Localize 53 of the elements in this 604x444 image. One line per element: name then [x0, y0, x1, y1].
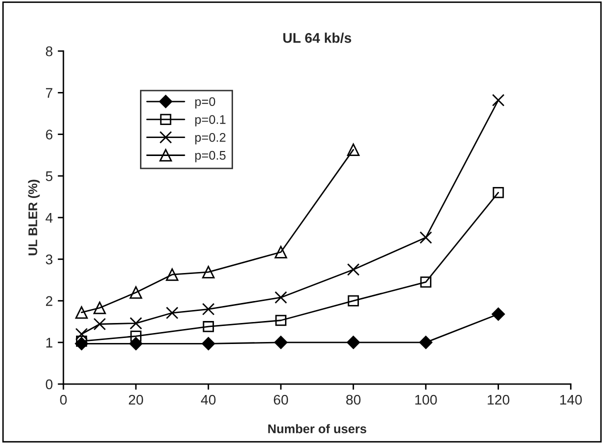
x-tick-label: 140 — [560, 394, 582, 405]
point — [347, 143, 360, 156]
point — [347, 263, 360, 276]
x-axis-title: Number of users — [268, 424, 366, 434]
point — [76, 336, 88, 347]
y-tick-label: 3 — [46, 254, 52, 264]
point — [202, 321, 214, 332]
point — [274, 336, 288, 350]
point — [348, 295, 359, 306]
point — [75, 306, 88, 319]
point — [130, 317, 142, 330]
x-tick-label: 40 — [200, 394, 216, 405]
point — [275, 314, 286, 326]
x-tick-label: 100 — [415, 394, 437, 405]
x-tick-label: 20 — [128, 394, 144, 405]
y-tick-label: 5 — [46, 171, 52, 182]
point — [346, 336, 360, 350]
point — [492, 94, 505, 106]
point — [93, 318, 106, 330]
point — [492, 308, 505, 321]
point — [202, 302, 215, 316]
y-tick-label: 1 — [46, 338, 52, 348]
point — [166, 306, 178, 320]
y-tick-label: 6 — [46, 130, 52, 140]
point — [130, 330, 142, 342]
point — [420, 231, 432, 244]
x-tick-label: 0 — [60, 394, 67, 405]
legend-label: p=0 — [195, 97, 216, 109]
y-tick-label: 7 — [46, 88, 52, 98]
chart-title: UL 64 kb/s — [283, 32, 352, 44]
point — [202, 337, 215, 350]
legend-label: p=0.1 — [195, 115, 226, 126]
point — [130, 286, 142, 299]
y-tick-label: 4 — [46, 213, 53, 223]
point — [274, 246, 288, 258]
point — [166, 268, 178, 281]
point — [274, 291, 288, 304]
y-axis-title: UL BLER (%) — [28, 180, 40, 256]
x-tick-label: 120 — [488, 394, 510, 405]
point — [419, 336, 432, 350]
point — [420, 276, 432, 288]
y-tick-label: 8 — [46, 46, 52, 56]
point — [75, 328, 88, 340]
legend-label: p=0.5 — [195, 150, 226, 162]
x-tick-label: 80 — [346, 394, 361, 405]
y-tick-label: 2 — [46, 296, 52, 306]
point — [492, 187, 504, 198]
x-tick-label: 60 — [274, 394, 288, 405]
point — [93, 302, 106, 314]
y-tick-label: 0 — [46, 379, 52, 390]
legend-label: p=0.2 — [195, 132, 226, 144]
point — [129, 337, 142, 350]
point — [202, 266, 215, 278]
